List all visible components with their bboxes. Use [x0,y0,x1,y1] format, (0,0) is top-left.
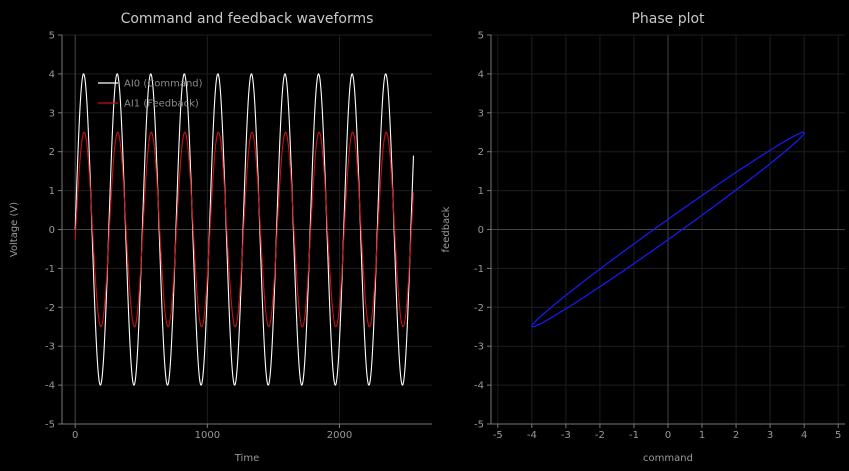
y-axis-label: feedback [441,206,452,252]
x-tick-label: -1 [629,430,639,441]
legend-label: AI1 (Feedback) [124,99,199,110]
y-tick-label: 1 [478,186,484,197]
x-tick-label: 5 [835,430,841,441]
y-tick-label: -3 [474,342,484,353]
chart-title: Command and feedback waveforms [121,11,374,27]
y-tick-label: 0 [478,225,484,236]
x-tick-label: -5 [493,430,503,441]
x-tick-label: 0 [72,430,78,441]
y-tick-label: 1 [49,186,55,197]
x-tick-label: -2 [595,430,605,441]
x-tick-label: 1000 [195,430,220,441]
series-line-1 [74,73,415,386]
y-tick-label: 5 [478,31,484,42]
y-tick-label: 3 [49,108,55,119]
y-tick-label: 5 [49,31,55,42]
y-tick-label: -1 [474,264,484,275]
y-tick-label: -3 [45,342,55,353]
x-tick-label: 0 [665,430,671,441]
x-tick-label: -3 [561,430,571,441]
chart-panel-1: 0 1000 2000 -5 -4 -3 -2 -1 0 1 2 3 4 5 Command and fee… [9,11,432,464]
x-tick-label: 2000 [327,430,352,441]
x-tick-label: -4 [527,430,537,441]
y-tick-label: -4 [45,381,55,392]
y-tick-label: 0 [49,225,55,236]
series-line-2 [74,131,415,328]
y-tick-label: 2 [49,147,55,158]
x-tick-label: 1 [699,430,705,441]
y-tick-label: 4 [478,69,484,80]
y-tick-label: -2 [474,303,484,314]
y-tick-label: -5 [474,420,484,431]
x-axis-label: command [643,453,693,464]
y-tick-label: 3 [478,108,484,119]
x-tick-label: 3 [767,430,773,441]
y-tick-label: -2 [45,303,55,314]
y-tick-label: 2 [478,147,484,158]
x-tick-label: 4 [801,430,807,441]
y-tick-label: -1 [45,264,55,275]
legend-label: AI0 (Command) [124,79,203,90]
x-axis-label: Time [234,453,259,464]
phase-ellipse-1 [531,131,805,328]
y-tick-label: -5 [45,420,55,431]
chart-title: Phase plot [631,11,705,27]
y-tick-label: -4 [474,381,484,392]
y-tick-label: 4 [49,69,55,80]
x-tick-label: 2 [733,430,739,441]
chart-panel-2: -5 -4 -3 -2 -1 0 1 2 3 4 5 -5 -4 -3 -2 -1 0 1 2 3 4 5 Phase pl… [441,11,845,464]
y-axis-label: Voltage (V) [9,202,20,257]
